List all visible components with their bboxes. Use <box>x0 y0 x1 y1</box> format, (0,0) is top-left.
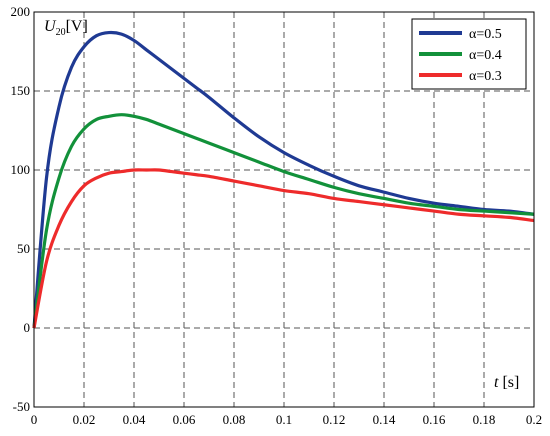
series-line-1 <box>32 30 535 329</box>
x-tick-label: 0.16 <box>423 412 446 427</box>
x-tick-label: 0.2 <box>526 412 542 427</box>
y-axis-label: U20[V] <box>44 18 88 38</box>
legend-label: α=0.4 <box>469 48 502 63</box>
legend-label: α=0.5 <box>469 27 502 42</box>
y-tick-label: 100 <box>11 162 31 177</box>
legend: α=0.5 α=0.4 α=0.3 <box>411 18 527 90</box>
y-tick-labels: -50 0 50 100 150 200 <box>11 4 31 414</box>
x-axis-label: t [s] <box>494 374 519 391</box>
y-tick-label: -50 <box>13 399 30 414</box>
x-tick-label: 0.06 <box>173 412 196 427</box>
legend-label: α=0.3 <box>469 69 502 84</box>
x-tick-labels: 0 0.02 0.04 0.06 0.08 0.1 0.12 0.14 0.16 0.18 0.2 <box>31 412 542 427</box>
series-line-3 <box>32 168 535 329</box>
x-tick-label: 0 <box>31 412 38 427</box>
x-axis-label-bg <box>488 370 530 392</box>
x-tick-label: 0.12 <box>323 412 346 427</box>
series-line-2 <box>32 113 535 329</box>
y-tick-label: 150 <box>11 83 31 98</box>
plot-frame <box>33 11 535 408</box>
y-tick-label: 0 <box>24 320 31 335</box>
x-tick-label: 0.14 <box>373 412 396 427</box>
y-tick-label: 200 <box>11 4 31 19</box>
x-tick-label: 0.02 <box>73 412 96 427</box>
x-tick-label: 0.18 <box>473 412 496 427</box>
legend-items: α=0.5 α=0.4 α=0.3 <box>419 27 502 84</box>
x-tick-label: 0.04 <box>123 412 146 427</box>
x-axis-label-group: t [s] <box>488 370 530 392</box>
x-tick-label: 0.1 <box>276 412 292 427</box>
y-tick-label: 50 <box>17 241 30 256</box>
x-tick-label: 0.08 <box>223 412 246 427</box>
series-lines <box>32 30 535 329</box>
